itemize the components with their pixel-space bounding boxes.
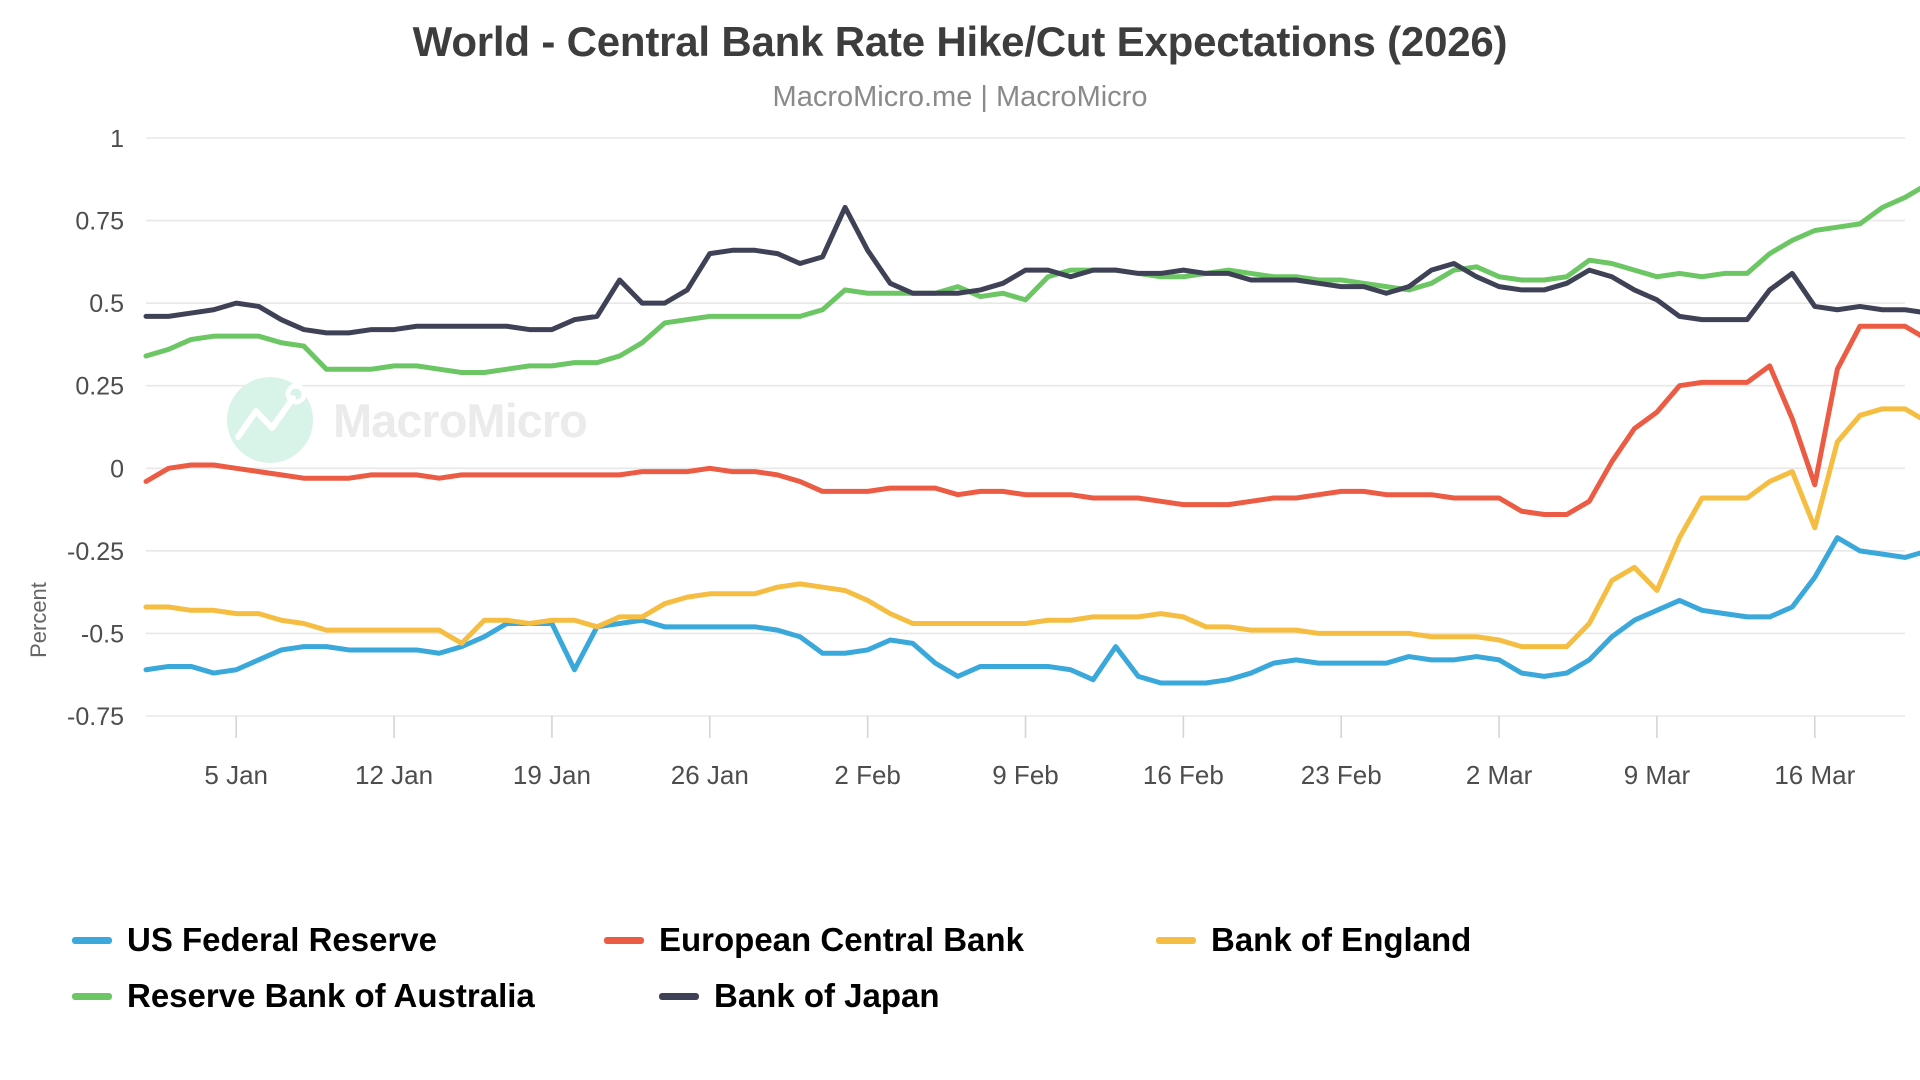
x-tick-label: 16 Mar [1774,760,1855,790]
series-line-reserve-bank-of-australia [143,185,1920,375]
legend-item-us-federal-reserve[interactable]: US Federal Reserve [72,912,552,968]
legend-swatch-bank-of-england [1156,936,1196,944]
x-tick-label: 2 Mar [1466,760,1533,790]
x-tick-label: 19 Jan [513,760,591,790]
series-line-us-federal-reserve [143,535,1920,686]
legend-row-2: Reserve Bank of Australia Bank of Japan [72,968,1920,1024]
x-tick-label: 5 Jan [204,760,268,790]
series-line-bank-of-england [143,406,1920,650]
legend-label-bank-of-england: Bank of England [1211,921,1472,958]
y-axis-title: Percent [26,582,51,658]
x-tick-label: 23 Feb [1301,760,1382,790]
legend-item-reserve-bank-of-australia[interactable]: Reserve Bank of Australia [72,968,607,1024]
series-line-bank-of-japan [143,204,1920,336]
x-tick-label: 12 Jan [355,760,433,790]
plot-area: 1 0.75 0.5 0.25 0 -0.25 -0.5 -0.75 MacroMicro 5… [0,130,1920,910]
page-title: World - Central Bank Rate Hike/Cut Expec… [412,18,1508,65]
legend-item-bank-of-japan[interactable]: Bank of Japan [659,968,1059,1024]
chart-subtitle: MacroMicro.me | MacroMicro [772,81,1148,114]
legend-label-european-central-bank: European Central Bank [659,921,1024,958]
legend-swatch-european-central-bank [604,936,644,944]
y-tick-label: -0.25 [67,538,124,566]
macromicro-logo-icon [235,395,296,440]
legend-item-bank-of-england[interactable]: Bank of England [1156,912,1556,968]
y-tick-label: 1 [110,130,124,153]
y-tick-label: 0.75 [75,208,124,236]
y-tick-label: 0.25 [75,373,124,401]
line-chart-svg: 1 0.75 0.5 0.25 0 -0.25 -0.5 -0.75 MacroMicro 5… [26,130,1920,790]
series-line-european-central-bank [143,323,1920,518]
legend-swatch-reserve-bank-of-australia [72,992,112,1000]
y-tick-label: 0.5 [89,290,124,318]
y-tick-label: -0.5 [81,620,124,648]
legend-swatch-us-federal-reserve [72,936,112,944]
watermark: MacroMicro [227,377,588,463]
y-tick-label: 0 [110,455,124,483]
x-tick-label: 16 Feb [1143,760,1224,790]
legend-label-reserve-bank-of-australia: Reserve Bank of Australia [127,977,535,1014]
legend-label-bank-of-japan: Bank of Japan [714,977,940,1014]
watermark-label: MacroMicro [333,394,587,447]
legend-item-european-central-bank[interactable]: European Central Bank [604,912,1104,968]
x-tick-label: 9 Mar [1624,760,1691,790]
x-tick-label: 9 Feb [992,760,1059,790]
y-tick-label: -0.75 [67,703,124,731]
x-tick-label: 26 Jan [671,760,749,790]
y-axis-ticks: 1 0.75 0.5 0.25 0 -0.25 -0.5 -0.75 [67,130,124,731]
x-tick-label: 2 Feb [834,760,901,790]
legend-label-us-federal-reserve: US Federal Reserve [127,921,438,958]
chart-legend: US Federal Reserve European Central Bank… [0,912,1920,1024]
legend-row-1: US Federal Reserve European Central Bank… [72,912,1920,968]
legend-swatch-bank-of-japan [659,992,699,1000]
x-axis-ticks: 5 Jan 12 Jan 19 Jan 26 Jan 2 Feb 9 Feb 16 Feb 2… [204,716,1856,790]
grid-layer [146,137,1905,717]
series-layer [143,185,1920,686]
